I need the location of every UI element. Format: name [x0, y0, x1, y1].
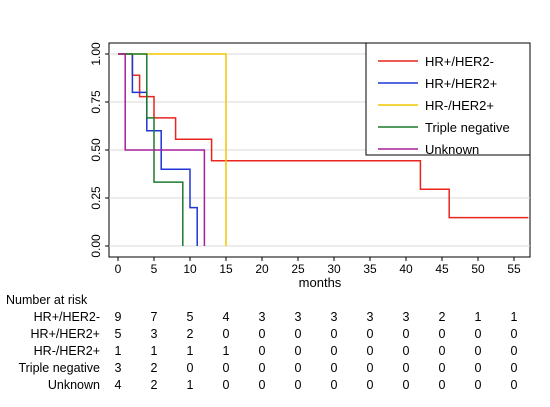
risk-cell: 0	[510, 361, 518, 375]
risk-cell: 0	[294, 361, 302, 375]
y-tick-label: 0.50	[89, 138, 103, 162]
risk-cell: 0	[294, 344, 302, 358]
legend-entry: HR+/HER2+	[425, 76, 497, 91]
risk-cell: 3	[294, 310, 302, 324]
risk-cell: 0	[258, 327, 266, 341]
risk-cell: 0	[366, 361, 374, 375]
risk-cell: 7	[150, 310, 158, 324]
risk-cell: 0	[330, 378, 338, 392]
risk-cell: 1	[510, 310, 518, 324]
x-tick-label: 45	[435, 262, 449, 276]
risk-cell: 0	[258, 344, 266, 358]
risk-cell: 0	[474, 327, 482, 341]
risk-cell: 3	[330, 310, 338, 324]
legend-entry: Unknown	[425, 142, 479, 157]
risk-cell: 4	[114, 378, 122, 392]
risk-cell: 0	[438, 378, 446, 392]
risk-cell: 0	[330, 327, 338, 341]
legend-entry: HR+/HER2-	[425, 54, 494, 69]
risk-cell: 0	[330, 361, 338, 375]
x-tick-label: 50	[471, 262, 485, 276]
risk-cell: 0	[402, 344, 410, 358]
risk-cell: 0	[474, 361, 482, 375]
risk-cell: 3	[114, 361, 122, 375]
x-tick-label: 30	[327, 262, 341, 276]
risk-cell: 0	[510, 344, 518, 358]
risk-cell: 0	[402, 327, 410, 341]
risk-cell: 9	[114, 310, 122, 324]
risk-cell: 0	[330, 344, 338, 358]
series-line	[118, 53, 184, 246]
risk-row-label: HR-/HER2+	[33, 344, 100, 358]
risk-cell: 0	[474, 344, 482, 358]
risk-cell: 1	[186, 378, 194, 392]
risk-cell: 0	[258, 378, 266, 392]
risk-row-label: Triple negative	[18, 361, 100, 375]
y-tick-label: 0.75	[89, 90, 103, 114]
risk-cell: 0	[438, 344, 446, 358]
series-line	[118, 53, 529, 219]
risk-cell: 0	[438, 327, 446, 341]
risk-cell: 1	[474, 310, 482, 324]
risk-cell: 0	[366, 327, 374, 341]
risk-cell: 1	[114, 344, 122, 358]
y-tick-label: 0.00	[89, 234, 103, 258]
risk-cell: 3	[150, 327, 158, 341]
risk-row-label: HR+/HER2+	[30, 327, 100, 341]
risk-cell: 0	[222, 361, 230, 375]
risk-cell: 1	[150, 344, 158, 358]
risk-cell: 3	[258, 310, 266, 324]
risk-cell: 2	[186, 327, 194, 341]
x-tick-label: 15	[219, 262, 233, 276]
risk-cell: 1	[186, 344, 194, 358]
risk-cell: 0	[186, 361, 194, 375]
risk-cell: 4	[222, 310, 230, 324]
risk-cell: 0	[366, 344, 374, 358]
risk-cell: 0	[294, 378, 302, 392]
y-tick-label: 0.25	[89, 186, 103, 210]
risk-cell: 3	[366, 310, 374, 324]
x-tick-label: 0	[115, 262, 122, 276]
risk-cell: 1	[222, 344, 230, 358]
risk-cell: 5	[114, 327, 122, 341]
risk-cell: 0	[474, 378, 482, 392]
risk-cell: 0	[438, 361, 446, 375]
series-line	[118, 53, 227, 246]
risk-cell: 0	[222, 327, 230, 341]
risk-table-title: Number at risk	[6, 293, 88, 307]
x-tick-label: 55	[507, 262, 521, 276]
risk-cell: 5	[186, 310, 194, 324]
x-tick-label: 40	[399, 262, 413, 276]
risk-cell: 0	[294, 327, 302, 341]
risk-row-label: HR+/HER2-	[33, 310, 100, 324]
risk-cell: 0	[510, 378, 518, 392]
risk-row-label: Unknown	[47, 378, 100, 392]
x-tick-label: 20	[255, 262, 269, 276]
risk-cell: 2	[150, 361, 158, 375]
risk-cell: 2	[150, 378, 158, 392]
x-axis-label: months	[299, 275, 342, 290]
x-tick-label: 5	[151, 262, 158, 276]
y-tick-label: 1.00	[89, 42, 103, 66]
x-tick-label: 25	[291, 262, 305, 276]
risk-cell: 0	[258, 361, 266, 375]
risk-table: Number at risk HR+/HER2- 9 7 5 4 3 3 3 3 3 2 1 1 HR+/…	[0, 290, 550, 407]
legend-entry: HR-/HER2+	[425, 98, 494, 113]
risk-cell: 3	[402, 310, 410, 324]
risk-cell: 0	[222, 378, 230, 392]
risk-cell: 0	[366, 378, 374, 392]
risk-cell: 0	[510, 327, 518, 341]
x-tick-label: 10	[183, 262, 197, 276]
legend-entry: Triple negative	[425, 120, 510, 135]
risk-cell: 2	[438, 310, 446, 324]
km-chart: 0.00 0.25 0.50 0.75 1.00 0 5 10 15 20 25 30 35 40 45 50…	[89, 42, 531, 290]
risk-cell: 0	[402, 361, 410, 375]
series-line	[118, 53, 198, 246]
series-line	[118, 53, 206, 246]
x-tick-label: 35	[363, 262, 377, 276]
risk-cell: 0	[402, 378, 410, 392]
